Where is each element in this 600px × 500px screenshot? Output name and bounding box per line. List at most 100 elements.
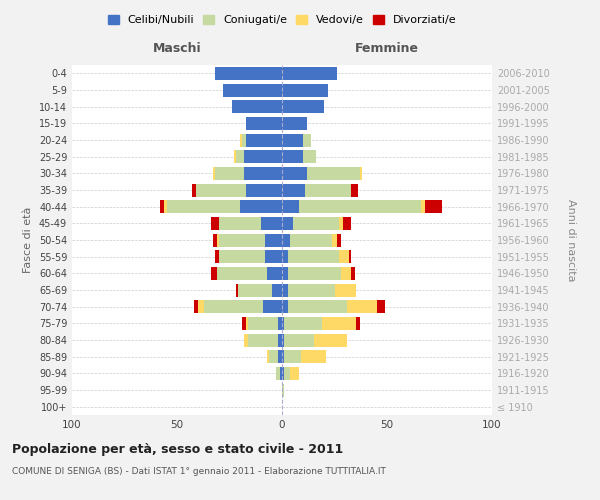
Bar	[219, 250, 265, 263]
Bar	[284, 350, 301, 363]
Bar	[282, 350, 284, 363]
Bar	[351, 184, 358, 196]
Bar	[351, 267, 355, 280]
Bar	[282, 200, 299, 213]
Bar	[335, 284, 355, 296]
Bar	[244, 167, 282, 180]
Bar	[303, 134, 311, 146]
Bar	[322, 317, 355, 330]
Bar	[160, 200, 164, 213]
Bar	[268, 267, 282, 280]
Bar	[269, 350, 278, 363]
Bar	[205, 300, 263, 313]
Bar	[282, 334, 284, 346]
Bar	[282, 150, 303, 163]
Bar	[341, 267, 352, 280]
Bar	[242, 317, 247, 330]
Bar	[347, 300, 377, 313]
Bar	[360, 167, 362, 180]
Bar	[355, 317, 360, 330]
Bar	[263, 300, 282, 313]
Bar	[215, 250, 219, 263]
Bar	[343, 217, 351, 230]
Bar	[280, 367, 282, 380]
Bar	[337, 234, 341, 246]
Bar	[282, 367, 284, 380]
Bar	[421, 200, 425, 213]
Bar	[247, 184, 282, 196]
Bar	[282, 284, 289, 296]
Y-axis label: Anni di nascita: Anni di nascita	[566, 198, 577, 281]
Bar	[219, 234, 265, 246]
Bar	[192, 184, 196, 196]
Bar	[164, 200, 167, 213]
Bar	[307, 167, 360, 180]
Bar	[240, 134, 242, 146]
Bar	[219, 217, 261, 230]
Bar	[248, 334, 278, 346]
Bar	[247, 317, 248, 330]
Bar	[282, 300, 289, 313]
Bar	[276, 367, 280, 380]
Legend: Celibi/Nubili, Coniugati/e, Vedovi/e, Divorziati/e: Celibi/Nubili, Coniugati/e, Vedovi/e, Di…	[107, 14, 457, 25]
Bar	[236, 150, 244, 163]
Bar	[289, 284, 335, 296]
Bar	[314, 334, 347, 346]
Bar	[267, 350, 269, 363]
Bar	[303, 150, 316, 163]
Bar	[232, 100, 282, 113]
Bar	[215, 67, 282, 80]
Bar	[278, 334, 282, 346]
Bar	[284, 367, 290, 380]
Bar	[282, 184, 305, 196]
Bar	[289, 300, 347, 313]
Bar	[282, 100, 324, 113]
Bar	[211, 267, 217, 280]
Bar	[215, 167, 244, 180]
Bar	[271, 284, 282, 296]
Bar	[211, 217, 219, 230]
Y-axis label: Fasce di età: Fasce di età	[23, 207, 33, 273]
Bar	[332, 234, 337, 246]
Bar	[282, 167, 307, 180]
Text: Popolazione per età, sesso e stato civile - 2011: Popolazione per età, sesso e stato civil…	[12, 442, 343, 456]
Bar	[244, 150, 282, 163]
Bar	[240, 200, 282, 213]
Bar	[282, 250, 289, 263]
Bar	[425, 200, 442, 213]
Bar	[282, 84, 328, 96]
Bar	[282, 134, 303, 146]
Bar	[217, 234, 219, 246]
Bar	[217, 267, 268, 280]
Bar	[248, 317, 278, 330]
Bar	[265, 250, 282, 263]
Bar	[377, 300, 385, 313]
Text: Femmine: Femmine	[355, 42, 419, 54]
Bar	[289, 267, 341, 280]
Bar	[223, 84, 282, 96]
Bar	[261, 217, 282, 230]
Bar	[299, 200, 421, 213]
Text: COMUNE DI SENIGA (BS) - Dati ISTAT 1° gennaio 2011 - Elaborazione TUTTITALIA.IT: COMUNE DI SENIGA (BS) - Dati ISTAT 1° ge…	[12, 468, 386, 476]
Bar	[282, 384, 284, 396]
Bar	[247, 117, 282, 130]
Bar	[278, 317, 282, 330]
Bar	[284, 317, 322, 330]
Bar	[338, 217, 343, 230]
Bar	[301, 350, 326, 363]
Bar	[284, 334, 314, 346]
Bar	[290, 367, 299, 380]
Bar	[278, 350, 282, 363]
Bar	[196, 184, 247, 196]
Bar	[282, 217, 293, 230]
Bar	[213, 167, 215, 180]
Bar	[282, 117, 307, 130]
Bar	[265, 234, 282, 246]
Bar	[282, 267, 289, 280]
Bar	[282, 317, 284, 330]
Bar	[242, 134, 247, 146]
Bar	[293, 217, 338, 230]
Bar	[198, 300, 204, 313]
Bar	[290, 234, 332, 246]
Bar	[236, 284, 238, 296]
